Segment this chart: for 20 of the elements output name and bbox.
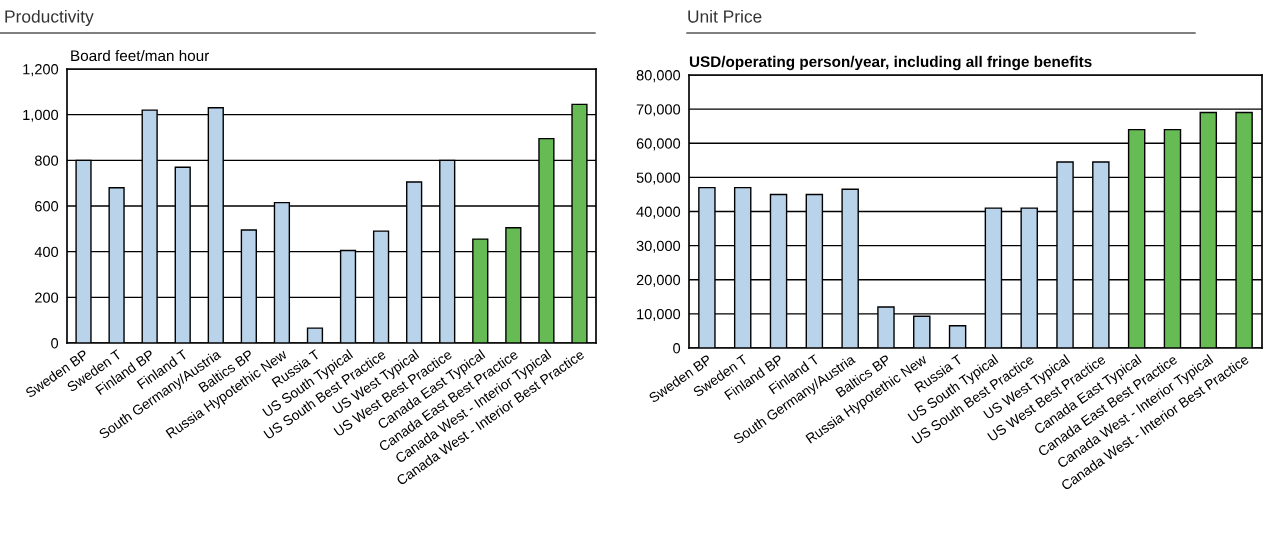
y-tick-label: 400 xyxy=(34,246,59,258)
y-tick-label: 200 xyxy=(35,292,59,303)
y-tick-label: 70,000 xyxy=(636,104,681,117)
y-tick-label: 30,000 xyxy=(636,240,681,253)
y-tick-label: 0 xyxy=(673,343,681,354)
chart-title: Productivity xyxy=(5,9,94,27)
y-tick-label: 60,000 xyxy=(636,138,681,151)
y-tick-label: 1,200 xyxy=(23,64,59,77)
y-tick-label: 80,000 xyxy=(636,70,681,83)
y-tick-label: 800 xyxy=(34,155,59,166)
y-tick-label: 1,000 xyxy=(23,109,59,122)
y-tick-label: 10,000 xyxy=(637,308,681,322)
y-axis-title: Board feet/man hour xyxy=(71,49,210,62)
y-tick-label: 50,000 xyxy=(636,172,681,185)
y-tick-label: 0 xyxy=(51,338,59,349)
chart-title: Unit Price xyxy=(688,9,762,23)
y-axis-title: USD/operating person/year, including all fringe benefits xyxy=(689,55,1092,71)
y-tick-label: 600 xyxy=(35,201,59,212)
y-tick-label: 40,000 xyxy=(636,206,681,219)
y-tick-label: 20,000 xyxy=(636,274,681,287)
